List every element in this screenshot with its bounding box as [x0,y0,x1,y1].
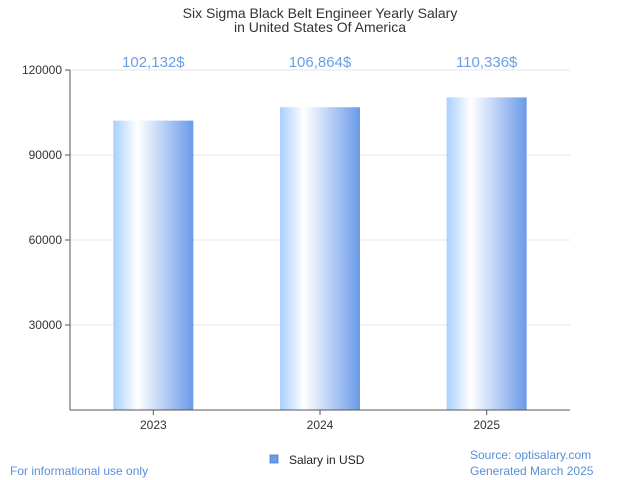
legend-label: Salary in USD [289,453,365,467]
data-label-2023: 102,132$ [122,54,185,71]
y-tick-label-90000: 90000 [29,148,63,162]
footer-note: For informational use only [10,464,148,478]
chart-subtitle: in United States Of America [234,19,406,35]
data-label-2025: 110,336$ [456,54,518,71]
y-tick-label-60000: 60000 [29,233,63,247]
x-tick-label-2024: 2024 [307,418,334,432]
data-label-2024: 106,864$ [289,54,352,71]
y-tick-labels: 30000 60000 90000 120000 [22,63,70,332]
legend-swatch [269,454,279,464]
bar-2024 [280,107,360,411]
legend: Salary in USD [269,453,365,467]
bar-2023 [113,120,194,410]
data-labels: 102,132$ 106,864$ 110,336$ [122,54,518,71]
y-tick-label-120000: 120000 [22,63,62,77]
footer-source: Source: optisalary.com [470,448,591,462]
bars [113,97,527,411]
footer-generated: Generated March 2025 [470,464,594,478]
x-tick-labels: 2023 2024 2025 [140,410,500,432]
x-tick-label-2025: 2025 [473,418,500,432]
chart-title: Six Sigma Black Belt Engineer Yearly Sal… [183,5,458,21]
y-tick-label-30000: 30000 [29,318,63,332]
bar-2025 [446,97,527,410]
x-tick-label-2023: 2023 [140,418,167,432]
